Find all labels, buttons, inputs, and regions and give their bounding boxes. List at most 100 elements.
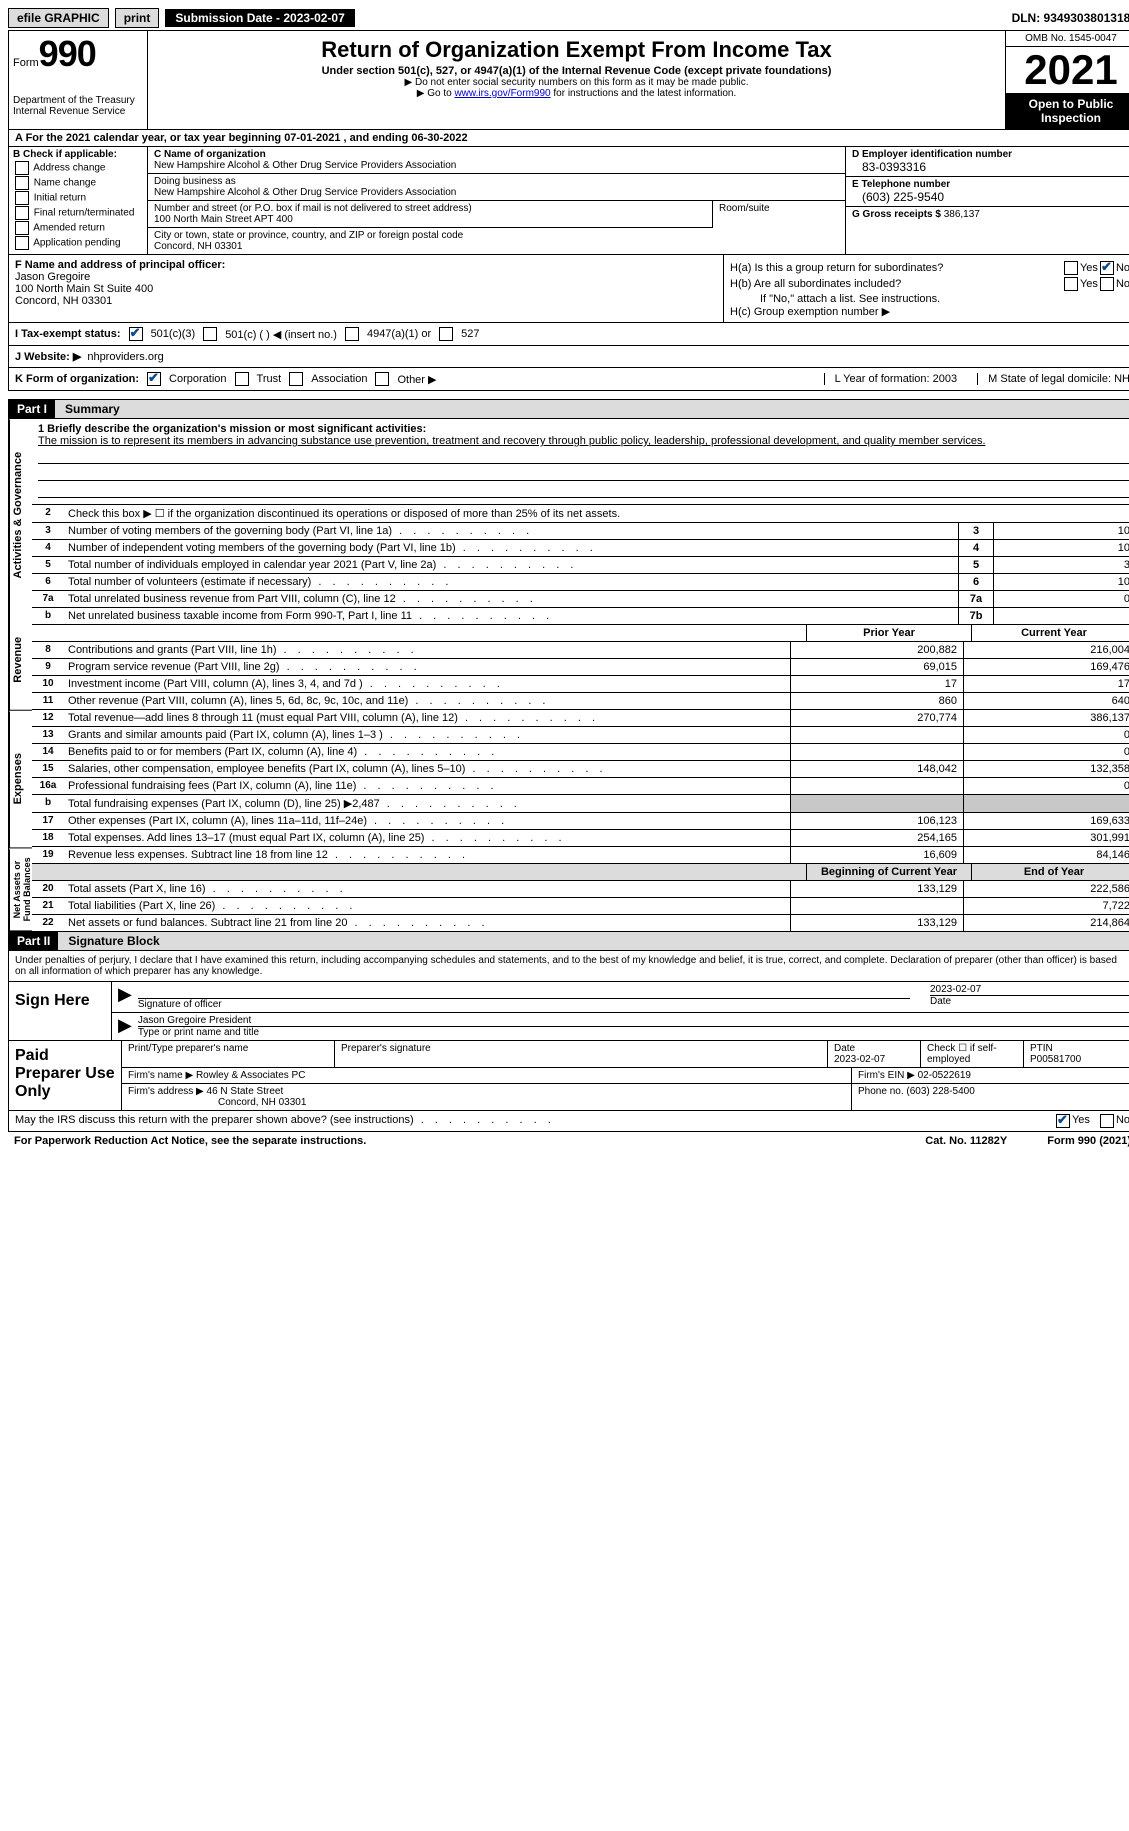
part1-header-row: Part I Summary bbox=[8, 399, 1129, 419]
section-b-label: B Check if applicable: bbox=[13, 149, 143, 160]
section-b-item[interactable]: Amended return bbox=[13, 221, 143, 235]
summary-line: 14Benefits paid to or for members (Part … bbox=[32, 743, 1129, 760]
summary-line: 15Salaries, other compensation, employee… bbox=[32, 760, 1129, 777]
org-name-label: C Name of organization bbox=[154, 149, 839, 160]
dln-number: DLN: 93493038013183 bbox=[1012, 11, 1129, 25]
section-b-item[interactable]: Address change bbox=[13, 161, 143, 175]
other-checkbox[interactable] bbox=[375, 372, 389, 386]
summary-line: 16aProfessional fundraising fees (Part I… bbox=[32, 777, 1129, 794]
summary-line: 20Total assets (Part X, line 16)133,1292… bbox=[32, 880, 1129, 897]
prep-date: 2023-02-07 bbox=[834, 1054, 885, 1065]
summary-line: 8Contributions and grants (Part VIII, li… bbox=[32, 641, 1129, 658]
part1-badge: Part I bbox=[9, 400, 55, 418]
opt-527: 527 bbox=[461, 328, 479, 340]
4947-checkbox[interactable] bbox=[345, 327, 359, 341]
dba-value: New Hampshire Alcohol & Other Drug Servi… bbox=[154, 187, 839, 198]
form-number: 990 bbox=[39, 33, 96, 74]
website-label: J Website: ▶ bbox=[15, 350, 81, 363]
corp-checkbox[interactable] bbox=[147, 372, 161, 386]
ha-yes-checkbox[interactable] bbox=[1064, 261, 1078, 275]
part2-badge: Part II bbox=[9, 932, 58, 950]
summary-line: bTotal fundraising expenses (Part IX, co… bbox=[32, 794, 1129, 812]
row-i-tax-status: I Tax-exempt status: 501(c)(3) 501(c) ( … bbox=[8, 323, 1129, 346]
mission-text: The mission is to represent its members … bbox=[38, 435, 1129, 447]
discuss-no-checkbox[interactable] bbox=[1100, 1114, 1114, 1128]
501c3-checkbox[interactable] bbox=[129, 327, 143, 341]
hb-yes-checkbox[interactable] bbox=[1064, 277, 1078, 291]
prior-year-header: Prior Year bbox=[806, 625, 971, 641]
mission-label: 1 Briefly describe the organization's mi… bbox=[38, 423, 1129, 435]
sign-here-block: Sign Here ▶ Signature of officer 2023-02… bbox=[8, 982, 1129, 1041]
omb-number: OMB No. 1545-0047 bbox=[1006, 31, 1129, 47]
sig-name: Jason Gregoire President bbox=[138, 1015, 1129, 1027]
opt-501c3: 501(c)(3) bbox=[151, 328, 196, 340]
gross-value: 386,137 bbox=[944, 209, 980, 220]
summary-line: 12Total revenue—add lines 8 through 11 (… bbox=[32, 709, 1129, 726]
ha-no-checkbox[interactable] bbox=[1100, 261, 1114, 275]
room-label: Room/suite bbox=[713, 201, 845, 228]
summary-line: 19Revenue less expenses. Subtract line 1… bbox=[32, 846, 1129, 863]
summary-line: 7aTotal unrelated business revenue from … bbox=[32, 590, 1129, 607]
opt-assoc: Association bbox=[311, 373, 367, 385]
hc-label: H(c) Group exemption number ▶ bbox=[730, 305, 1129, 318]
ein-label: D Employer identification number bbox=[852, 149, 1129, 160]
print-button[interactable]: print bbox=[115, 8, 160, 28]
efile-button[interactable]: efile GRAPHIC bbox=[8, 8, 109, 28]
line-2: Check this box ▶ ☐ if the organization d… bbox=[64, 505, 1129, 522]
org-name: New Hampshire Alcohol & Other Drug Servi… bbox=[154, 160, 839, 171]
firm-addr2: Concord, NH 03301 bbox=[218, 1097, 306, 1108]
begin-year-header: Beginning of Current Year bbox=[806, 864, 971, 880]
501c-checkbox[interactable] bbox=[203, 327, 217, 341]
row-j-website: J Website: ▶ nhproviders.org bbox=[8, 346, 1129, 368]
cat-no: Cat. No. 11282Y bbox=[925, 1135, 1007, 1147]
form-note-1: ▶ Do not enter social security numbers o… bbox=[154, 77, 999, 88]
summary-line: 18Total expenses. Add lines 13–17 (must … bbox=[32, 829, 1129, 846]
ein-value: 83-0393316 bbox=[852, 160, 1129, 174]
ha-label: H(a) Is this a group return for subordin… bbox=[730, 262, 1062, 274]
section-b-item[interactable]: Final return/terminated bbox=[13, 206, 143, 220]
section-b-item[interactable]: Initial return bbox=[13, 191, 143, 205]
sig-name-label: Type or print name and title bbox=[138, 1027, 1129, 1038]
summary-line: 6Total number of volunteers (estimate if… bbox=[32, 573, 1129, 590]
phone-label: E Telephone number bbox=[852, 179, 1129, 190]
hb-no-checkbox[interactable] bbox=[1100, 277, 1114, 291]
paid-preparer-label: Paid Preparer Use Only bbox=[9, 1041, 122, 1110]
sign-here-label: Sign Here bbox=[9, 982, 112, 1040]
opt-trust: Trust bbox=[257, 373, 282, 385]
summary-line: 21Total liabilities (Part X, line 26)7,7… bbox=[32, 897, 1129, 914]
year-formation: 2003 bbox=[933, 373, 957, 385]
opt-4947: 4947(a)(1) or bbox=[367, 328, 431, 340]
527-checkbox[interactable] bbox=[439, 327, 453, 341]
firm-phone: (603) 228-5400 bbox=[906, 1086, 974, 1097]
year-formation-label: L Year of formation: bbox=[835, 373, 930, 385]
page-footer: For Paperwork Reduction Act Notice, see … bbox=[8, 1132, 1129, 1150]
section-b-item[interactable]: Name change bbox=[13, 176, 143, 190]
dba-label: Doing business as bbox=[154, 176, 839, 187]
street-value: 100 North Main Street APT 400 bbox=[154, 214, 706, 225]
trust-checkbox[interactable] bbox=[235, 372, 249, 386]
discuss-row: May the IRS discuss this return with the… bbox=[8, 1111, 1129, 1132]
assoc-checkbox[interactable] bbox=[289, 372, 303, 386]
form-header: Form990 Department of the Treasury Inter… bbox=[8, 30, 1129, 130]
part2-title: Signature Block bbox=[58, 932, 1129, 950]
discuss-yes-checkbox[interactable] bbox=[1056, 1114, 1070, 1128]
officer-label: F Name and address of principal officer: bbox=[15, 259, 717, 271]
tax-year: 2021 bbox=[1006, 47, 1129, 93]
opt-501c: 501(c) ( ) ◀ (insert no.) bbox=[225, 328, 337, 341]
section-b-item[interactable]: Application pending bbox=[13, 236, 143, 250]
irs-link[interactable]: www.irs.gov/Form990 bbox=[454, 88, 550, 99]
form-footer: Form 990 (2021) bbox=[1047, 1135, 1129, 1147]
phone-value: (603) 225-9540 bbox=[852, 190, 1129, 204]
summary-line: 17Other expenses (Part IX, column (A), l… bbox=[32, 812, 1129, 829]
prep-name-label: Print/Type preparer's name bbox=[122, 1041, 335, 1067]
state-domicile: NH bbox=[1114, 373, 1129, 385]
open-to-public: Open to Public Inspection bbox=[1006, 93, 1129, 129]
firm-ein-label: Firm's EIN ▶ bbox=[858, 1070, 915, 1081]
firm-addr1: 46 N State Street bbox=[207, 1086, 284, 1097]
firm-name-label: Firm's name ▶ bbox=[128, 1070, 193, 1081]
vert-activities: Activities & Governance bbox=[9, 419, 32, 610]
prep-sig-label: Preparer's signature bbox=[335, 1041, 828, 1067]
prep-check-label: Check ☐ if self-employed bbox=[921, 1041, 1024, 1067]
declaration-text: Under penalties of perjury, I declare th… bbox=[8, 951, 1129, 982]
discuss-yes: Yes bbox=[1072, 1114, 1090, 1128]
